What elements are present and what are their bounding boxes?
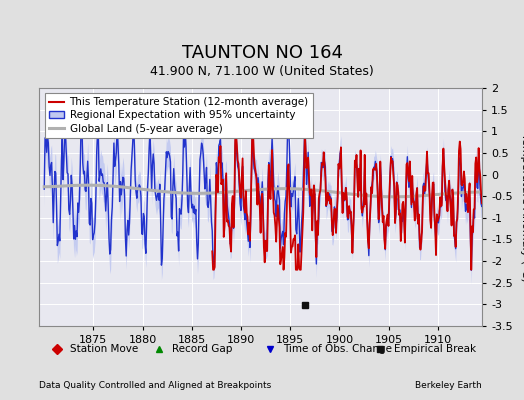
Text: Time of Obs. Change: Time of Obs. Change: [283, 344, 392, 354]
Text: Berkeley Earth: Berkeley Earth: [416, 381, 482, 390]
Text: Data Quality Controlled and Aligned at Breakpoints: Data Quality Controlled and Aligned at B…: [39, 381, 271, 390]
Text: 41.900 N, 71.100 W (United States): 41.900 N, 71.100 W (United States): [150, 65, 374, 78]
Text: TAUNTON NO 164: TAUNTON NO 164: [181, 44, 343, 62]
Legend: This Temperature Station (12-month average), Regional Expectation with 95% uncer: This Temperature Station (12-month avera…: [45, 93, 313, 138]
Text: Station Move: Station Move: [70, 344, 138, 354]
Text: Record Gap: Record Gap: [172, 344, 233, 354]
Y-axis label: Temperature Anomaly (°C): Temperature Anomaly (°C): [519, 133, 524, 281]
Text: Empirical Break: Empirical Break: [394, 344, 476, 354]
